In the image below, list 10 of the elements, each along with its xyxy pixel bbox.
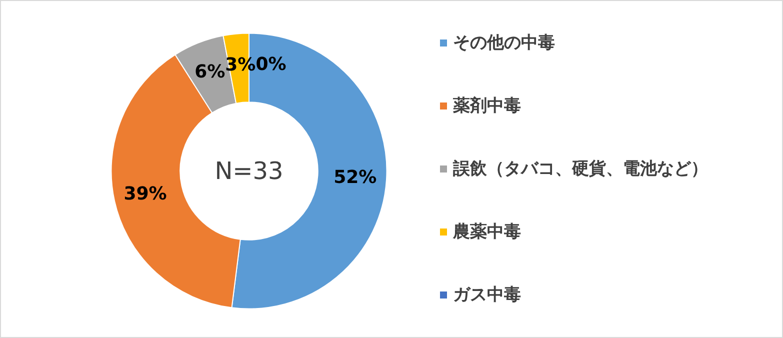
data-label: 6% — [194, 62, 226, 83]
text: 0% — [256, 54, 286, 76]
legend-label: その他の中毒 — [453, 33, 555, 53]
data-label: 39% — [124, 184, 167, 205]
legend-label: ガス中毒 — [453, 285, 521, 305]
legend-label: 薬剤中毒 — [452, 96, 521, 116]
legend-label: 誤飲（タバコ、硬貨、電池など） — [452, 159, 708, 179]
text: N=33 — [214, 157, 284, 185]
data-label: 52% — [334, 167, 377, 188]
legend-label: 農薬中毒 — [452, 222, 521, 242]
